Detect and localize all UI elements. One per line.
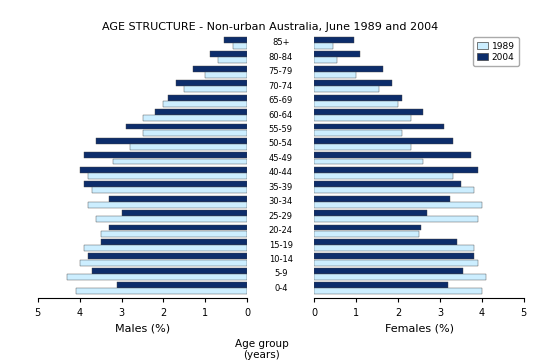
Text: 60-64: 60-64 [269, 111, 293, 120]
Bar [143, 115, 247, 121]
Bar [218, 58, 247, 63]
Text: 55-59: 55-59 [269, 125, 293, 134]
Bar [314, 138, 453, 144]
Bar [314, 216, 478, 222]
Bar [109, 196, 247, 202]
Bar [67, 274, 247, 280]
Bar [314, 245, 474, 251]
Bar [168, 95, 247, 100]
Text: 70-74: 70-74 [269, 82, 293, 91]
Bar [126, 123, 247, 129]
Text: 0-4: 0-4 [274, 284, 287, 293]
Bar [143, 130, 247, 135]
Bar [88, 253, 247, 260]
Text: 50-54: 50-54 [269, 139, 293, 149]
Bar [210, 51, 247, 57]
Text: 30-34: 30-34 [269, 197, 293, 206]
Bar [314, 282, 448, 288]
Bar [205, 72, 247, 78]
Bar [100, 239, 247, 245]
Text: 65-69: 65-69 [269, 96, 293, 105]
Text: 80-84: 80-84 [269, 53, 293, 62]
Bar [193, 66, 247, 72]
Bar [314, 173, 453, 179]
Bar [314, 167, 478, 173]
Bar [314, 231, 419, 237]
Bar [314, 58, 338, 63]
Bar [113, 159, 247, 165]
Bar [88, 202, 247, 208]
Bar [314, 51, 360, 57]
Bar [224, 37, 247, 43]
Bar [80, 167, 247, 173]
Bar [314, 202, 482, 208]
Bar [314, 153, 471, 158]
Text: 5-9: 5-9 [274, 269, 287, 278]
Bar [314, 144, 411, 150]
Bar [233, 43, 247, 49]
Text: AGE STRUCTURE - Non-urban Australia, June 1989 and 2004: AGE STRUCTURE - Non-urban Australia, Jun… [102, 22, 438, 32]
Bar [176, 80, 247, 86]
Bar [88, 173, 247, 179]
Bar [314, 181, 461, 187]
Bar [117, 282, 247, 288]
Bar [155, 109, 247, 115]
Bar [84, 153, 247, 158]
Bar [314, 130, 402, 135]
Text: 75-79: 75-79 [269, 67, 293, 76]
Bar [97, 138, 247, 144]
Bar [314, 187, 474, 193]
Bar [314, 289, 482, 294]
Bar [164, 101, 247, 107]
Bar [314, 86, 379, 92]
Text: 25-29: 25-29 [269, 211, 293, 221]
Bar [84, 245, 247, 251]
Bar [314, 72, 356, 78]
Bar [314, 196, 450, 202]
X-axis label: Males (%): Males (%) [115, 323, 170, 333]
Text: 10-14: 10-14 [269, 255, 293, 264]
Bar [314, 101, 398, 107]
Bar [314, 66, 383, 72]
Bar [314, 95, 402, 100]
Bar [130, 144, 247, 150]
X-axis label: Females (%): Females (%) [384, 323, 454, 333]
Bar [314, 80, 392, 86]
Bar [84, 181, 247, 187]
Bar [314, 274, 486, 280]
Text: Age group
(years): Age group (years) [235, 339, 289, 360]
Bar [92, 268, 247, 274]
Bar [314, 159, 423, 165]
Bar [92, 187, 247, 193]
Text: 40-44: 40-44 [269, 168, 293, 177]
Bar [314, 109, 423, 115]
Bar [314, 225, 421, 230]
Bar [314, 253, 474, 260]
Text: 15-19: 15-19 [269, 241, 293, 250]
Bar [97, 216, 247, 222]
Text: 45-49: 45-49 [269, 154, 293, 163]
Bar [314, 37, 354, 43]
Bar [76, 289, 247, 294]
Bar [314, 260, 478, 265]
Bar [185, 86, 247, 92]
Legend: 1989, 2004: 1989, 2004 [473, 37, 519, 66]
Bar [314, 268, 463, 274]
Text: 35-39: 35-39 [269, 183, 293, 192]
Text: 20-24: 20-24 [269, 226, 293, 235]
Bar [314, 210, 428, 216]
Text: 85+: 85+ [272, 38, 289, 47]
Bar [100, 231, 247, 237]
Bar [314, 115, 411, 121]
Bar [314, 123, 444, 129]
Bar [314, 239, 457, 245]
Bar [109, 225, 247, 230]
Bar [80, 260, 247, 265]
Bar [314, 43, 333, 49]
Bar [122, 210, 247, 216]
